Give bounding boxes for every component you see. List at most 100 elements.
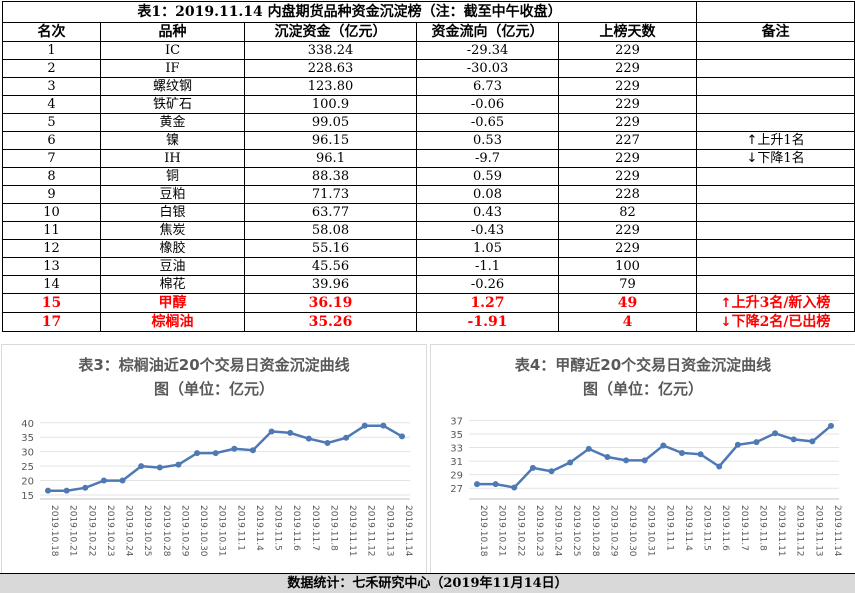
days-cell: 229 (557, 41, 698, 60)
palm-oil-chart-title: 表3：棕榈油近20个交易日资金沉淀曲线 图（单位：亿元） (2, 353, 426, 401)
rank-cell: 8 (2, 167, 101, 186)
flow-cell: 0.53 (416, 131, 559, 150)
capital-cell: 96.15 (244, 131, 417, 150)
flow-cell: -30.03 (416, 59, 559, 78)
methanol-x-tick-label: 2019.11.5 (702, 505, 712, 551)
methanol-data-point (809, 438, 816, 445)
flow-cell: -0.06 (416, 95, 559, 114)
palm-oil-x-tick-label: 2019.10.22 (86, 505, 96, 557)
note-cell (696, 167, 855, 186)
palm-oil-x-tick-label: 2019.11.7 (310, 505, 320, 551)
methanol-data-point (716, 463, 723, 470)
flow-cell: -0.65 (416, 113, 559, 132)
table-row: 14 棉花 39.96 -0.26 79 (2, 275, 855, 294)
table-row: 6 镍 96.15 0.53 227 ↑上升1名 (2, 131, 855, 150)
rank-cell: 2 (2, 59, 101, 78)
data-source-footer: 数据统计：七禾研究中心（2019年11月14日） (0, 573, 855, 593)
methanol-x-tick-label: 2019.11.6 (720, 505, 730, 551)
days-cell: 82 (557, 203, 698, 222)
palm-oil-data-point (45, 487, 51, 494)
palm-oil-x-tick-label: 2019.10.21 (68, 505, 78, 557)
table-row: 12 橡胶 55.16 1.05 229 (2, 239, 855, 258)
methanol-y-tick-label: 35 (450, 430, 463, 441)
palm-oil-data-point (231, 445, 238, 452)
palm-oil-data-point (194, 450, 201, 457)
methanol-x-tick-label: 2019.11.12 (795, 505, 805, 557)
palm-oil-x-tick-label: 2019.11.14 (403, 505, 413, 557)
days-cell: 227 (557, 131, 698, 150)
product-cell: 镍 (100, 131, 245, 150)
methanol-x-tick-label: 2019.11.7 (739, 505, 749, 551)
palm-oil-data-point (305, 435, 312, 442)
rank-cell: 5 (2, 113, 101, 132)
note-cell (696, 203, 855, 222)
methanol-data-point (511, 484, 518, 491)
methanol-data-point (772, 430, 779, 437)
methanol-data-point (828, 422, 834, 429)
table-row: 1 IC 338.24 -29.34 229 (2, 41, 855, 60)
palm-oil-y-tick-label: 30 (21, 448, 34, 459)
methanol-x-tick-label: 2019.11.14 (832, 505, 842, 557)
product-cell: 豆油 (100, 257, 245, 276)
methanol-data-point (529, 464, 536, 471)
note-cell (696, 113, 855, 132)
product-cell: 甲醇 (100, 293, 245, 313)
capital-cell: 36.19 (244, 293, 417, 313)
rank-cell: 4 (2, 95, 101, 114)
note-cell: ↓下降1名 (696, 149, 855, 168)
methanol-data-point (567, 459, 574, 466)
note-text: 上升1名 (757, 133, 805, 148)
column-header: 上榜天数 (557, 22, 698, 42)
palm-oil-data-point (249, 447, 256, 454)
palm-oil-x-tick-label: 2019.11.8 (328, 505, 338, 551)
rank-cell: 10 (2, 203, 101, 222)
capital-cell: 55.16 (244, 239, 417, 258)
note-cell (696, 221, 855, 240)
note-cell (696, 95, 855, 114)
palm-oil-data-point (380, 422, 387, 429)
days-cell: 79 (557, 275, 698, 294)
note-cell (696, 185, 855, 204)
flow-cell: -1.91 (416, 312, 559, 332)
rank-cell: 12 (2, 239, 101, 258)
palm-oil-data-point (119, 477, 126, 484)
table-row: 7 IH 96.1 -9.7 229 ↓下降1名 (2, 149, 855, 168)
days-cell: 229 (557, 239, 698, 258)
methanol-x-tick-label: 2019.11.11 (776, 505, 786, 557)
flow-cell: -0.43 (416, 221, 559, 240)
methanol-x-tick-label: 2019.10.30 (627, 505, 637, 557)
methanol-x-tick-label: 2019.11.13 (813, 505, 823, 557)
table-title-blank (696, 1, 855, 23)
column-header: 名次 (2, 22, 101, 42)
palm-oil-x-tick-label: 2019.10.24 (124, 505, 134, 557)
table-row: 8 铜 88.38 0.59 229 (2, 167, 855, 186)
table-row: 11 焦炭 58.08 -0.43 229 (2, 221, 855, 240)
methanol-data-point (604, 454, 611, 461)
flow-cell: 1.05 (416, 239, 559, 258)
methanol-x-tick-label: 2019.11.4 (683, 505, 693, 551)
palm-oil-y-tick-label: 25 (21, 462, 34, 473)
palm-oil-data-point (212, 450, 219, 457)
rank-cell: 14 (2, 275, 101, 294)
arrow-down-icon: ↓ (746, 151, 758, 166)
methanol-x-tick-label: 2019.10.21 (497, 505, 507, 557)
product-cell: 白银 (100, 203, 245, 222)
methanol-data-point (734, 441, 741, 448)
palm-oil-x-tick-label: 2019.11.12 (366, 505, 376, 557)
rank-cell: 3 (2, 77, 101, 96)
product-cell: 橡胶 (100, 239, 245, 258)
methanol-x-tick-label: 2019.10.28 (590, 505, 600, 557)
methanol-y-tick-label: 37 (450, 416, 463, 427)
palm-oil-x-tick-label: 2019.11.13 (384, 505, 394, 557)
capital-cell: 88.38 (244, 167, 417, 186)
days-cell: 229 (557, 113, 698, 132)
product-cell: IC (100, 41, 245, 60)
palm-oil-x-tick-label: 2019.10.28 (161, 505, 171, 557)
rank-cell: 11 (2, 221, 101, 240)
days-cell: 229 (557, 77, 698, 96)
column-header: 沉淀资金（亿元） (244, 22, 417, 42)
days-cell: 4 (557, 312, 698, 332)
capital-cell: 123.80 (244, 77, 417, 96)
capital-cell: 39.96 (244, 275, 417, 294)
